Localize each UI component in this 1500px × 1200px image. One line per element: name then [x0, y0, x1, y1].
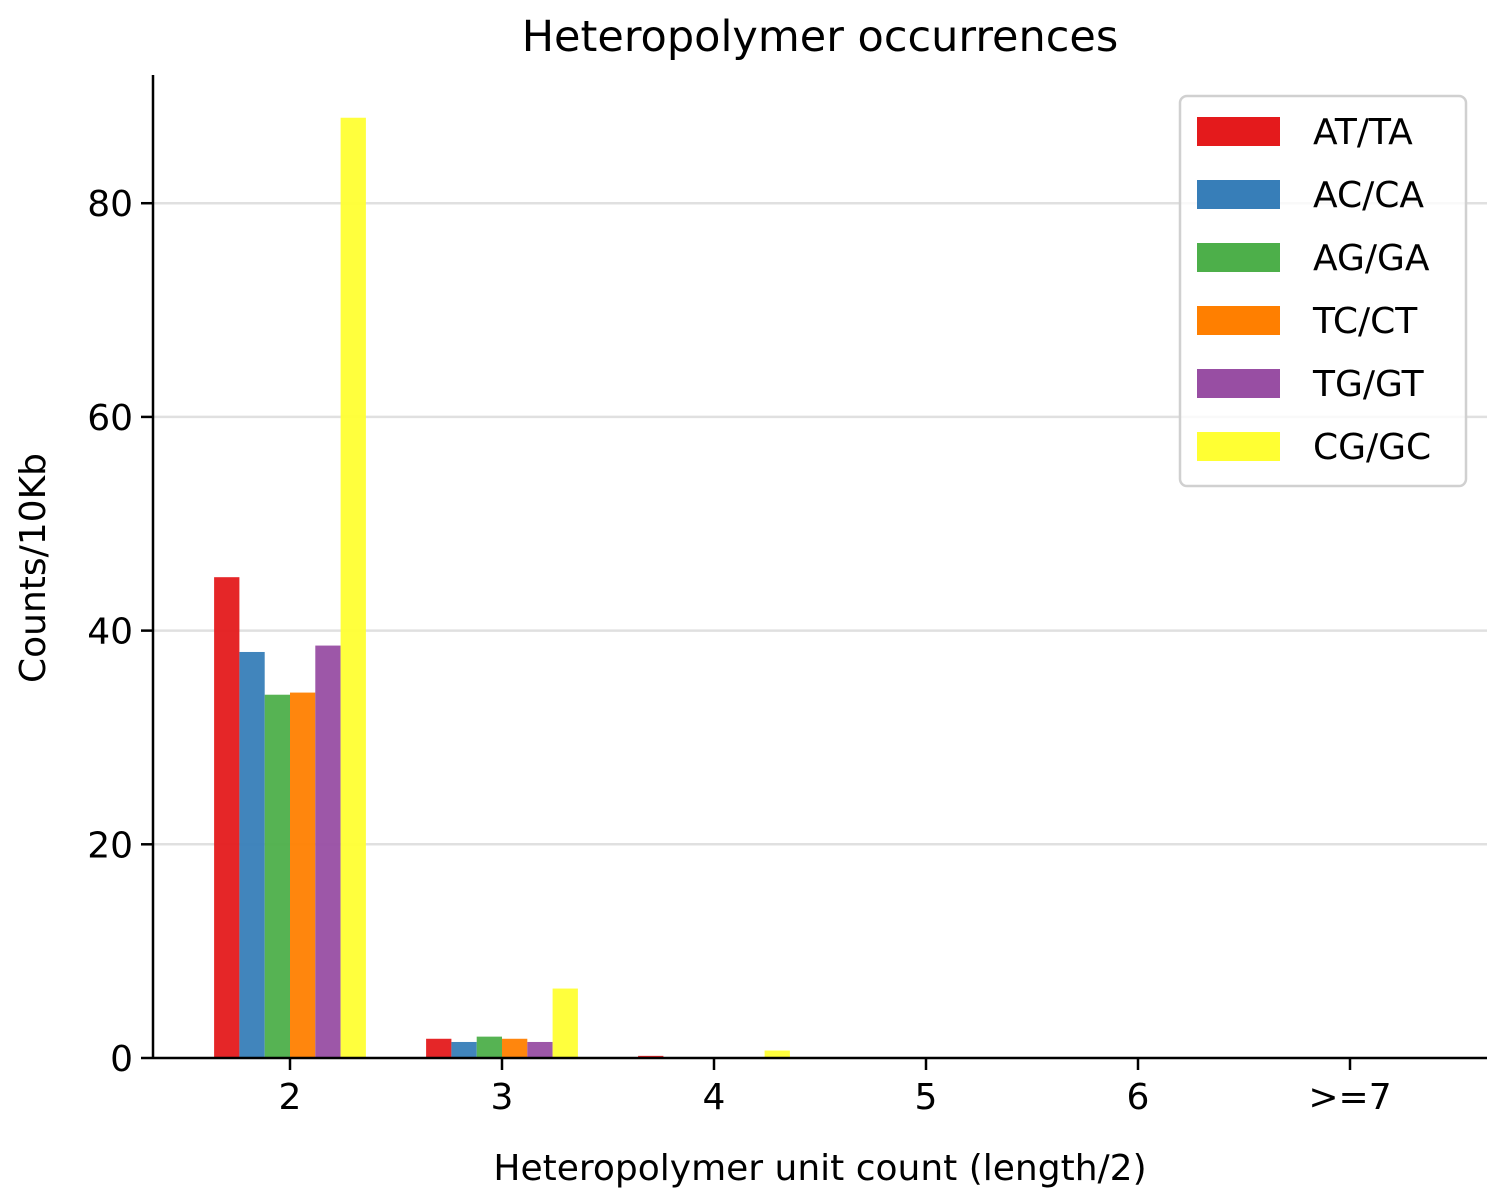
x-tick-label: 4 [703, 1077, 726, 1118]
bar [426, 1038, 452, 1058]
y-tick-label: 60 [87, 398, 133, 439]
bar [764, 1050, 790, 1058]
legend: AT/TA AC/CA AG/GA TC/CT TG/GT CG/GC [1178, 94, 1468, 488]
x-ticks: 2 3 4 5 6 >=7 [279, 1058, 1392, 1118]
y-tick-label: 40 [87, 612, 133, 653]
bar [451, 1041, 477, 1058]
legend-swatch [1197, 180, 1280, 209]
y-tick-label: 80 [87, 184, 133, 225]
x-tick-label: 3 [491, 1077, 514, 1118]
legend-label: CG/GC [1313, 427, 1431, 468]
legend-swatch [1197, 369, 1280, 398]
bar [214, 577, 240, 1058]
bars [214, 117, 790, 1058]
legend-label: AC/CA [1313, 175, 1424, 216]
bar [239, 651, 265, 1058]
bar [290, 692, 316, 1058]
bar [527, 1041, 553, 1058]
legend-swatch [1197, 306, 1280, 335]
legend-swatch [1197, 432, 1280, 461]
y-tick-label: 0 [110, 1039, 133, 1080]
bar [315, 645, 341, 1058]
bar [340, 117, 366, 1058]
legend-label: AG/GA [1313, 238, 1430, 279]
legend-swatch [1197, 243, 1280, 272]
legend-label: TC/CT [1312, 301, 1418, 342]
x-tick-label: 6 [1127, 1077, 1150, 1118]
x-tick-label: >=7 [1308, 1077, 1391, 1118]
bar [264, 694, 290, 1058]
x-axis-label: Heteropolymer unit count (length/2) [493, 1148, 1146, 1189]
legend-swatch [1197, 117, 1280, 146]
y-ticks: 0 20 40 60 80 [87, 184, 153, 1080]
bar [552, 988, 578, 1058]
legend-label: TG/GT [1312, 364, 1425, 405]
x-tick-label: 5 [915, 1077, 938, 1118]
chart-title: Heteropolymer occurrences [522, 12, 1119, 62]
bar [502, 1038, 528, 1058]
bar [476, 1036, 502, 1058]
axes [151, 75, 1487, 1060]
legend-label: AT/TA [1313, 112, 1413, 153]
y-axis-label: Counts/10Kb [13, 453, 54, 683]
x-tick-label: 2 [279, 1077, 302, 1118]
y-tick-label: 20 [87, 825, 133, 866]
